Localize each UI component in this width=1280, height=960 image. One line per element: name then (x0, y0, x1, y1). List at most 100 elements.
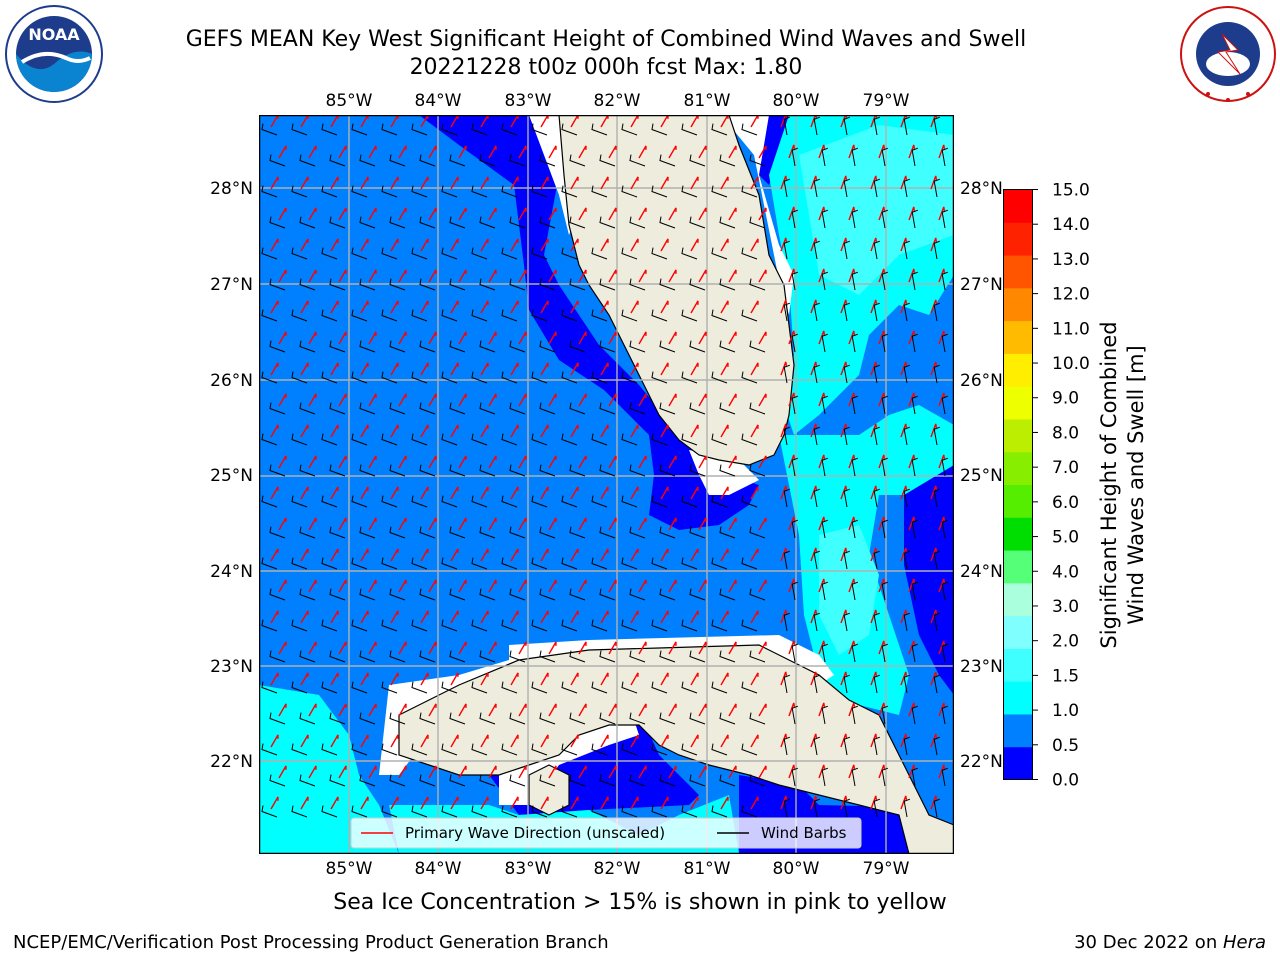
wave-direction-arrow (450, 672, 459, 686)
wave-direction-arrowhead (785, 175, 788, 180)
wave-direction-arrow (338, 455, 347, 469)
wind-barb (783, 736, 791, 756)
wave-direction-arrow (450, 238, 459, 252)
wind-barb (269, 712, 286, 725)
wind-barb (539, 650, 556, 663)
wave-direction-arrow (938, 454, 945, 469)
wave-direction-arrow (458, 145, 467, 159)
colorbar-segment (1003, 484, 1033, 518)
wind-barb (591, 805, 608, 818)
wave-direction-arrowhead (913, 454, 916, 459)
colorbar-ticks: 0.0 0.5 1.0 1.5 2.0 3.0 4.0 5.0 6.0 7.0 8.0 9.0 10.0… (1032, 181, 1090, 791)
wave-direction-arrow (338, 269, 347, 283)
wave-direction-arrowhead (913, 640, 916, 645)
wave-direction-arrowhead (905, 299, 908, 304)
wind-barb (269, 340, 286, 353)
wave-direction-arrow (660, 300, 669, 314)
wave-direction-arrowhead (943, 454, 946, 459)
wave-direction-arrow (578, 579, 587, 593)
wave-direction-arrowhead (793, 206, 796, 211)
wave-direction-arrow (900, 795, 907, 810)
wind-barb (351, 495, 368, 508)
wave-direction-arrow (330, 238, 339, 252)
wave-direction-arrow (360, 734, 369, 748)
wave-direction-arrow (270, 300, 279, 314)
wind-barb (843, 178, 851, 198)
wind-barb (651, 681, 668, 694)
lat-label-right: 27°N (960, 275, 1003, 295)
wind-barb (561, 433, 578, 446)
wind-barb (441, 557, 458, 570)
wave-direction-arrow (278, 641, 287, 655)
wave-direction-arrow (878, 144, 885, 159)
wind-barb (689, 650, 706, 663)
wind-barb (873, 426, 881, 446)
wave-direction-arrowhead (905, 423, 908, 428)
wave-direction-arrow (840, 547, 847, 562)
wave-direction-arrowhead (845, 671, 848, 676)
wave-direction-arrow (750, 548, 759, 562)
wind-barb (873, 302, 881, 322)
wave-direction-arrow (458, 393, 467, 407)
wind-barb (351, 557, 368, 570)
wind-barb (933, 612, 941, 632)
wind-barb (411, 743, 428, 756)
wave-direction-arrow (390, 610, 399, 624)
wave-direction-arrow (548, 207, 557, 221)
wave-direction-arrow (540, 486, 549, 500)
wind-barb (381, 619, 398, 632)
wind-barb (911, 519, 919, 539)
wave-direction-arrow (660, 672, 669, 686)
wave-direction-arrow (668, 641, 677, 655)
wave-direction-arrow (308, 393, 317, 407)
wave-direction-arrow (510, 424, 519, 438)
wind-barb (813, 550, 821, 570)
wave-direction-arrow (908, 640, 915, 655)
wave-direction-arrow (938, 144, 945, 159)
wind-barb (539, 340, 556, 353)
wind-barb (659, 650, 676, 663)
wave-direction-arrow (818, 144, 825, 159)
wind-barb (381, 681, 398, 694)
wave-direction-arrow (518, 517, 527, 531)
wave-direction-arrow (458, 207, 467, 221)
wind-barb (711, 309, 728, 322)
wave-direction-arrow (488, 517, 497, 531)
wave-direction-arrow (368, 579, 377, 593)
wave-direction-arrow (900, 733, 907, 748)
wave-direction-arrowhead (853, 764, 856, 769)
wave-direction-arrow (488, 269, 497, 283)
wave-direction-arrow (390, 486, 399, 500)
wind-barb (791, 147, 799, 167)
wave-direction-arrow (810, 547, 817, 562)
wind-barb (531, 557, 548, 570)
wind-barb (719, 464, 736, 477)
wind-barb (389, 278, 406, 291)
wind-barb (941, 457, 949, 477)
wave-direction-arrowhead (815, 485, 818, 490)
wind-barb (941, 209, 949, 229)
wind-barb (389, 154, 406, 167)
wind-barb (933, 302, 941, 322)
wave-direction-arrow (690, 548, 699, 562)
wind-barb (359, 588, 376, 601)
wind-barb (689, 588, 706, 601)
wind-barb (291, 619, 308, 632)
wind-barb (681, 681, 698, 694)
wind-barb (299, 774, 316, 787)
wave-direction-arrow (270, 424, 279, 438)
wind-barb (419, 588, 436, 601)
wave-direction-arrow (420, 238, 429, 252)
wind-barb (539, 774, 556, 787)
wind-barb (599, 464, 616, 477)
wave-direction-arrowhead (793, 516, 796, 521)
wave-direction-arrow (788, 454, 795, 469)
wind-barb (873, 736, 881, 756)
wind-barb (329, 278, 346, 291)
wave-direction-arrow (728, 579, 737, 593)
wind-barb (749, 588, 766, 601)
legend-barb-label: Wind Barbs (761, 824, 847, 842)
chart-subtitle: 20221228 t00z 000h fcst Max: 1.80 (409, 55, 803, 80)
wave-direction-arrow (728, 641, 737, 655)
